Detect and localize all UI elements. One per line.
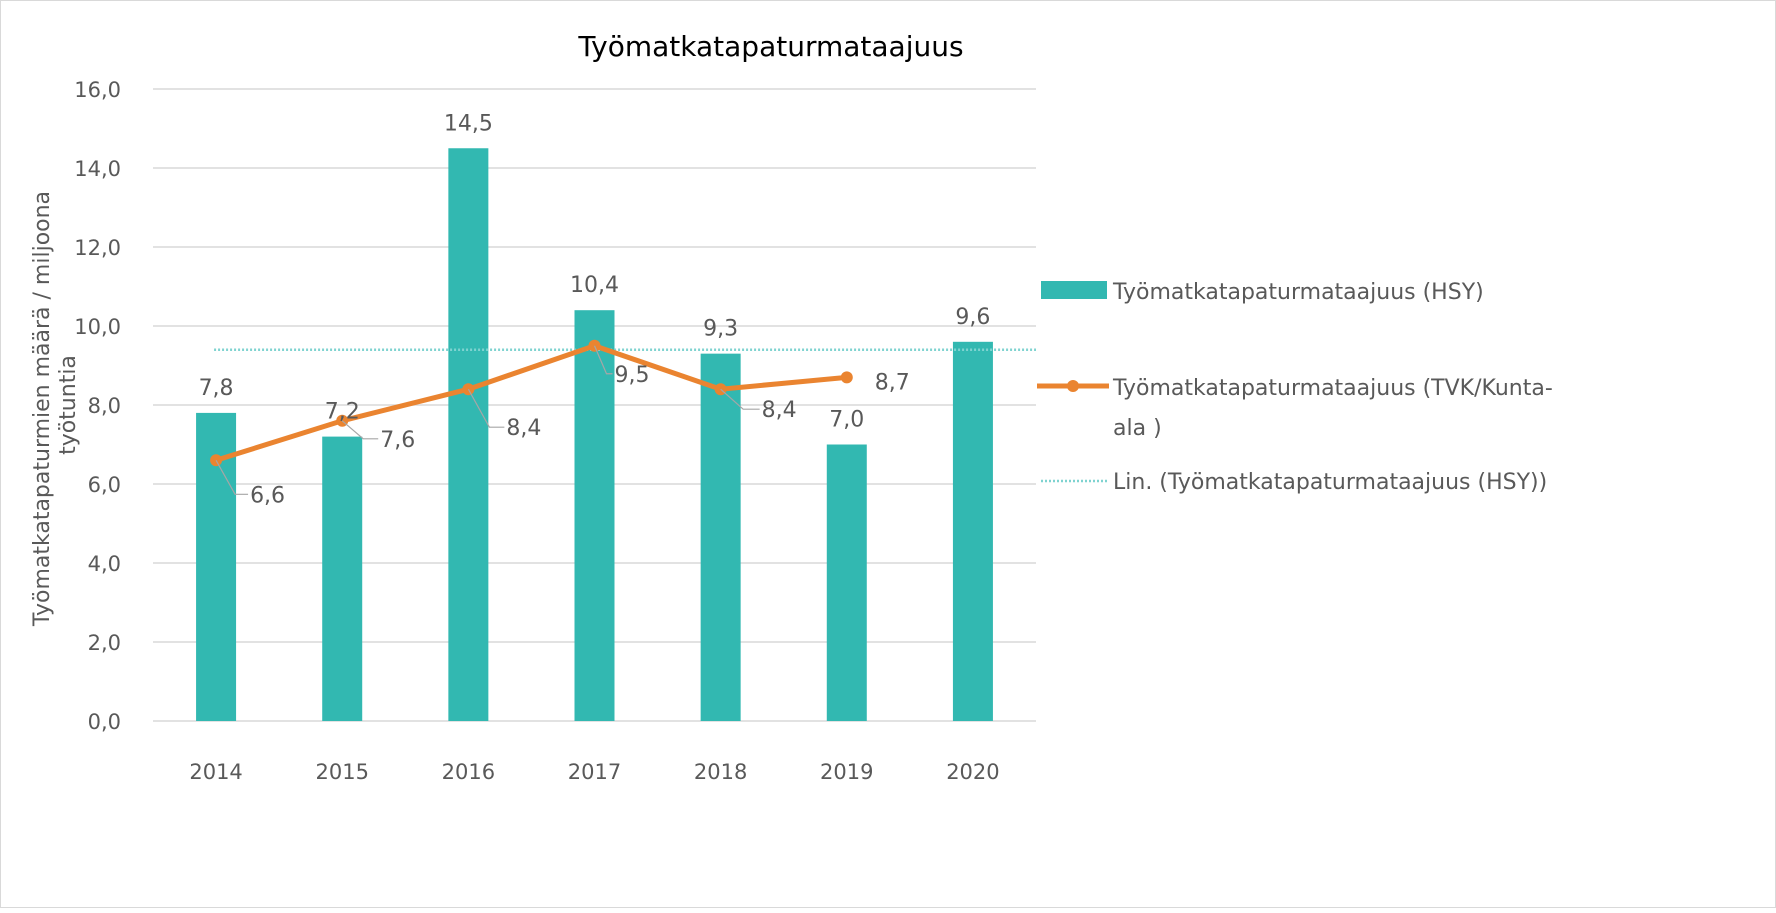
leader-line — [215, 460, 249, 495]
bar — [574, 310, 615, 721]
line-data-label: 8,4 — [506, 416, 541, 441]
x-tick-label: 2014 — [189, 760, 242, 784]
bar — [322, 436, 363, 721]
line-data-label: 9,5 — [615, 363, 650, 388]
y-tick-label: 8,0 — [88, 394, 121, 418]
bar-data-label: 7,0 — [829, 408, 864, 433]
leader-line — [341, 420, 379, 440]
y-tick-label: 0,0 — [88, 710, 121, 734]
line-data-label: 8,7 — [875, 370, 910, 395]
bar-data-label: 7,8 — [199, 376, 234, 401]
y-axis-label-line2: työtuntia — [56, 355, 81, 455]
legend-label-tvk: Työmatkatapaturmataajuus (TVK/Kunta- — [1112, 376, 1553, 401]
x-tick-label: 2019 — [820, 760, 873, 784]
line-series — [215, 343, 848, 463]
bar-data-label: 9,3 — [703, 317, 738, 342]
bar — [700, 353, 741, 721]
bar — [448, 148, 489, 721]
bar — [826, 444, 867, 721]
y-axis-label-line1: Työmatkatapaturmien määrä / miljoona — [30, 191, 55, 627]
legend-label-hsy: Työmatkatapaturmataajuus (HSY) — [1112, 280, 1484, 305]
x-tick-label: 2015 — [315, 760, 368, 784]
line-data-label: 8,4 — [762, 398, 797, 423]
chart-title: Työmatkatapaturmataajuus — [577, 30, 963, 63]
x-tick-label: 2016 — [442, 760, 495, 784]
bar — [952, 341, 993, 721]
y-tick-label: 10,0 — [74, 315, 121, 339]
legend-swatch-bar — [1041, 281, 1107, 299]
legend-swatch-marker — [1067, 380, 1079, 392]
x-tick-label: 2018 — [694, 760, 747, 784]
line-data-label: 7,6 — [380, 428, 415, 453]
bar-data-label: 10,4 — [570, 273, 619, 298]
y-tick-label: 2,0 — [88, 631, 121, 655]
line-data-label: 6,6 — [250, 483, 285, 508]
legend-label-trend: Lin. (Työmatkatapaturmataajuus (HSY)) — [1113, 470, 1547, 495]
y-axis-label: Työmatkatapaturmien määrä / miljoona työ… — [30, 184, 81, 627]
y-tick-label: 14,0 — [74, 157, 121, 181]
bar-data-label: 9,6 — [955, 305, 990, 330]
y-tick-label: 4,0 — [88, 552, 121, 576]
y-tick-label: 16,0 — [74, 78, 121, 102]
y-tick-label: 12,0 — [74, 236, 121, 260]
legend-label-tvk-cont: ala ) — [1113, 416, 1162, 441]
x-tick-label: 2017 — [568, 760, 621, 784]
leader-line — [593, 345, 613, 375]
leader-line — [467, 388, 505, 428]
leader-line — [720, 388, 760, 410]
bar-data-label: 7,2 — [325, 400, 360, 425]
bar-data-label: 14,5 — [444, 111, 493, 136]
line-marker — [840, 371, 853, 384]
x-tick-label: 2020 — [946, 760, 999, 784]
y-tick-label: 6,0 — [88, 473, 121, 497]
